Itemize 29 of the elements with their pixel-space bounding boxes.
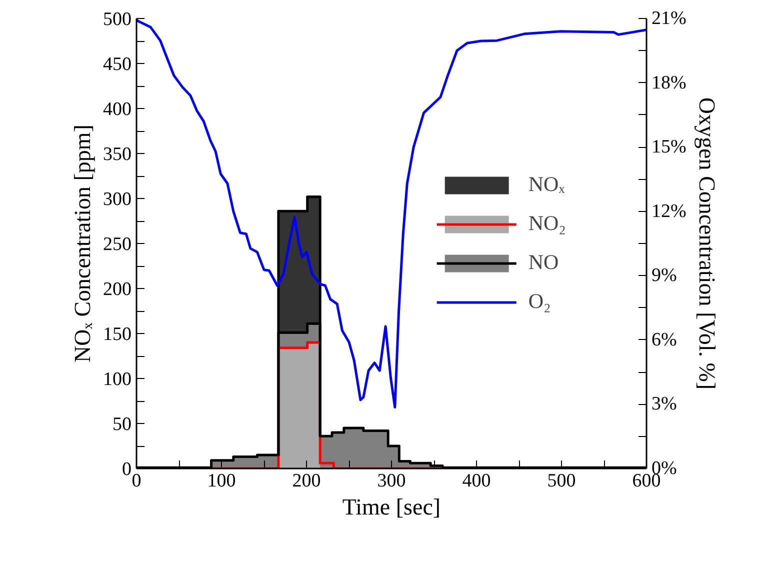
y2-tick-label: 3% [652, 394, 677, 415]
x-tick-label: 100 [207, 470, 236, 492]
x-tick-label: 400 [462, 470, 491, 492]
y2-tick-label: 9% [652, 265, 677, 286]
legend-label: O₂ [528, 289, 551, 314]
y2-tick-label: 15% [652, 136, 686, 158]
y-tick-label: 400 [103, 99, 132, 120]
legend-label: NO [528, 250, 559, 275]
y-tick-label: 200 [103, 279, 132, 300]
x-tick-label: 200 [292, 470, 321, 492]
y-tick-label: 250 [103, 234, 132, 255]
x-axis-title: Time [sec] [342, 494, 441, 520]
y2-axis-title: Oxygen Concentration [Vol. %] [694, 97, 720, 390]
y-tick-label: 500 [103, 9, 132, 30]
y-tick-label: 350 [103, 144, 132, 165]
x-tick-label: 300 [377, 470, 406, 492]
y2-tick-label: 18% [652, 72, 686, 94]
y-axis-title: NOₓ Concentration [ppm] [70, 124, 95, 362]
y-tick-label: 150 [103, 324, 132, 345]
legend-label: NO₂ [528, 211, 566, 236]
y-tick-label: 450 [103, 54, 132, 75]
y2-tick-label: 21% [652, 8, 686, 29]
y-tick-label: 300 [103, 189, 132, 210]
y-tick-label: 100 [103, 369, 132, 390]
y-tick-label: 50 [112, 414, 132, 435]
y2-tick-label: 12% [652, 200, 686, 222]
x-tick-label: 500 [547, 470, 576, 492]
legend-label: NOₓ [528, 172, 565, 197]
y2-tick-label: 6% [652, 329, 677, 350]
